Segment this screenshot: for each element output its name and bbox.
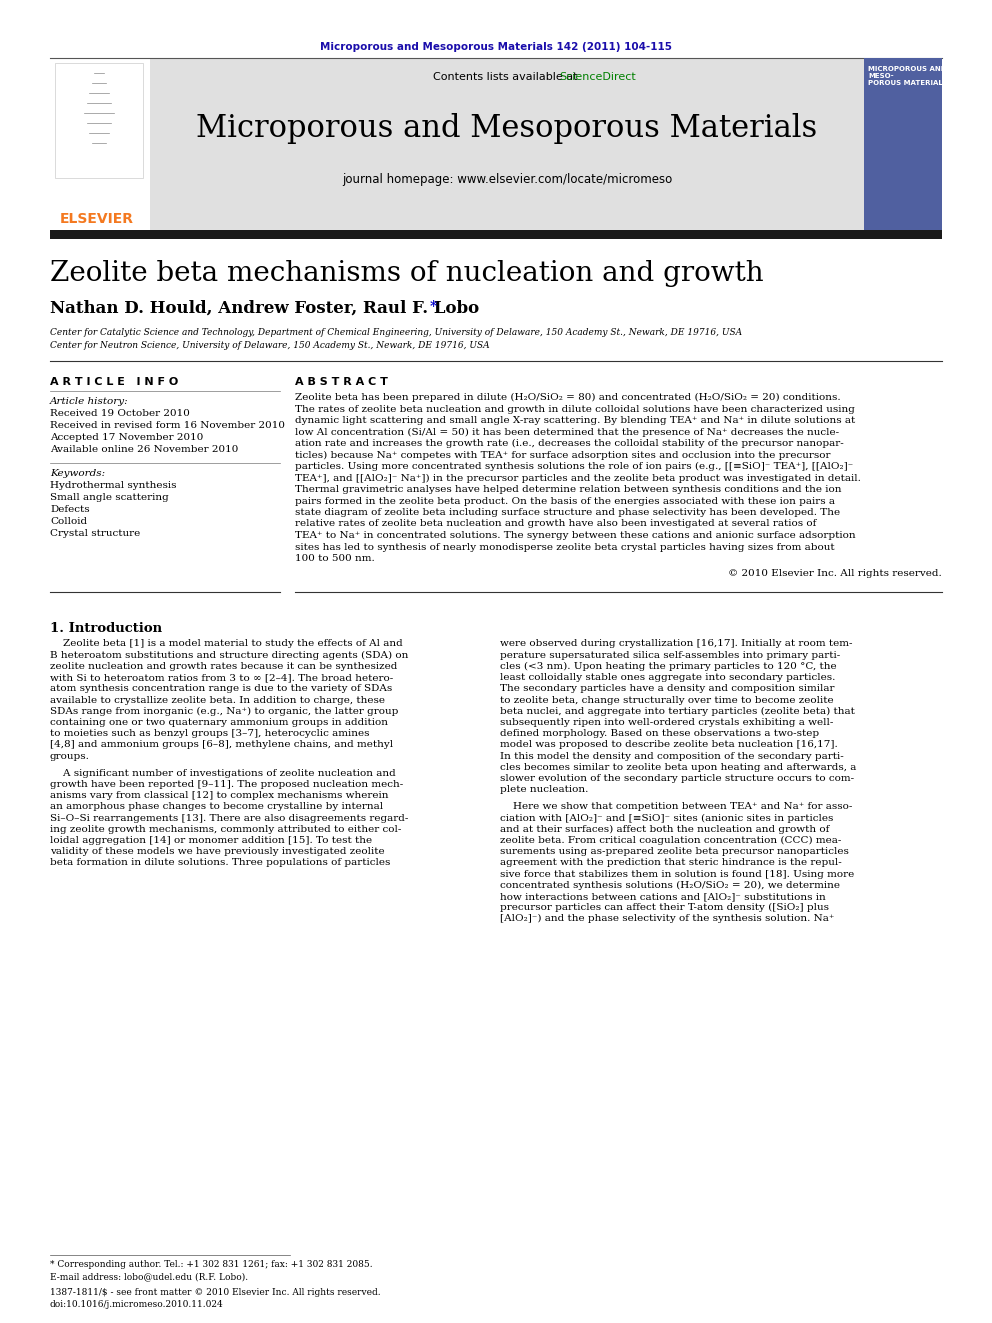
- Text: Nathan D. Hould, Andrew Foster, Raul F. Lobo: Nathan D. Hould, Andrew Foster, Raul F. …: [50, 300, 479, 318]
- Text: atom synthesis concentration range is due to the variety of SDAs: atom synthesis concentration range is du…: [50, 684, 392, 693]
- Text: [4,8] and ammonium groups [6–8], methylene chains, and methyl: [4,8] and ammonium groups [6–8], methyle…: [50, 741, 393, 749]
- Text: Defects: Defects: [50, 505, 89, 515]
- Text: The secondary particles have a density and composition similar: The secondary particles have a density a…: [500, 684, 834, 693]
- Text: A R T I C L E   I N F O: A R T I C L E I N F O: [50, 377, 179, 388]
- Text: beta formation in dilute solutions. Three populations of particles: beta formation in dilute solutions. Thre…: [50, 859, 391, 868]
- Text: containing one or two quaternary ammonium groups in addition: containing one or two quaternary ammoniu…: [50, 718, 388, 726]
- Text: © 2010 Elsevier Inc. All rights reserved.: © 2010 Elsevier Inc. All rights reserved…: [728, 569, 942, 578]
- Text: Colloid: Colloid: [50, 517, 87, 527]
- Text: Zeolite beta mechanisms of nucleation and growth: Zeolite beta mechanisms of nucleation an…: [50, 261, 764, 287]
- Text: ing zeolite growth mechanisms, commonly attributed to either col-: ing zeolite growth mechanisms, commonly …: [50, 824, 402, 833]
- Text: * Corresponding author. Tel.: +1 302 831 1261; fax: +1 302 831 2085.: * Corresponding author. Tel.: +1 302 831…: [50, 1259, 373, 1269]
- Text: Microporous and Mesoporous Materials: Microporous and Mesoporous Materials: [196, 112, 817, 144]
- Text: slower evolution of the secondary particle structure occurs to com-: slower evolution of the secondary partic…: [500, 774, 854, 783]
- Text: beta nuclei, and aggregate into tertiary particles (zeolite beta) that: beta nuclei, and aggregate into tertiary…: [500, 706, 855, 716]
- Text: Article history:: Article history:: [50, 397, 129, 406]
- Text: Si–O–Si rearrangements [13]. There are also disagreements regard-: Si–O–Si rearrangements [13]. There are a…: [50, 814, 409, 823]
- Text: zeolite nucleation and growth rates because it can be synthesized: zeolite nucleation and growth rates beca…: [50, 662, 398, 671]
- Text: Crystal structure: Crystal structure: [50, 529, 140, 538]
- Text: Hydrothermal synthesis: Hydrothermal synthesis: [50, 482, 177, 490]
- Text: MICROPOROUS AND
MESO-
POROUS MATERIALS: MICROPOROUS AND MESO- POROUS MATERIALS: [868, 66, 947, 86]
- Text: model was proposed to describe zeolite beta nucleation [16,17].: model was proposed to describe zeolite b…: [500, 741, 838, 749]
- Text: relative rates of zeolite beta nucleation and growth have also been investigated: relative rates of zeolite beta nucleatio…: [295, 520, 816, 528]
- Text: Available online 26 November 2010: Available online 26 November 2010: [50, 445, 238, 454]
- Text: Received in revised form 16 November 2010: Received in revised form 16 November 201…: [50, 421, 285, 430]
- Text: Zeolite beta [1] is a model material to study the effects of Al and: Zeolite beta [1] is a model material to …: [50, 639, 403, 648]
- Text: In this model the density and composition of the secondary parti-: In this model the density and compositio…: [500, 751, 844, 761]
- Bar: [864, 58, 942, 230]
- Text: B heteroatom substitutions and structure directing agents (SDA) on: B heteroatom substitutions and structure…: [50, 651, 409, 660]
- Text: Keywords:: Keywords:: [50, 468, 105, 478]
- Text: cles (<3 nm). Upon heating the primary particles to 120 °C, the: cles (<3 nm). Upon heating the primary p…: [500, 662, 836, 671]
- Text: doi:10.1016/j.micromeso.2010.11.024: doi:10.1016/j.micromeso.2010.11.024: [50, 1301, 224, 1308]
- Text: Small angle scattering: Small angle scattering: [50, 493, 169, 501]
- Text: least colloidally stable ones aggregate into secondary particles.: least colloidally stable ones aggregate …: [500, 673, 835, 683]
- Text: subsequently ripen into well-ordered crystals exhibiting a well-: subsequently ripen into well-ordered cry…: [500, 718, 833, 726]
- Text: Center for Neutron Science, University of Delaware, 150 Academy St., Newark, DE : Center for Neutron Science, University o…: [50, 341, 490, 351]
- Text: dynamic light scattering and small angle X-ray scattering. By blending TEA⁺ and : dynamic light scattering and small angle…: [295, 415, 855, 425]
- Text: anisms vary from classical [12] to complex mechanisms wherein: anisms vary from classical [12] to compl…: [50, 791, 389, 800]
- Text: ELSEVIER: ELSEVIER: [60, 212, 134, 226]
- Text: ticles) because Na⁺ competes with TEA⁺ for surface adsorption sites and occlusio: ticles) because Na⁺ competes with TEA⁺ f…: [295, 451, 830, 459]
- Text: plete nucleation.: plete nucleation.: [500, 785, 588, 794]
- Text: perature supersaturated silica self-assembles into primary parti-: perature supersaturated silica self-asse…: [500, 651, 840, 660]
- Text: SDAs range from inorganic (e.g., Na⁺) to organic, the latter group: SDAs range from inorganic (e.g., Na⁺) to…: [50, 706, 399, 716]
- Text: and at their surfaces) affect both the nucleation and growth of: and at their surfaces) affect both the n…: [500, 824, 829, 833]
- Text: sites has led to synthesis of nearly monodisperse zeolite beta crystal particles: sites has led to synthesis of nearly mon…: [295, 542, 834, 552]
- Text: Thermal gravimetric analyses have helped determine relation between synthesis co: Thermal gravimetric analyses have helped…: [295, 486, 841, 493]
- Text: A significant number of investigations of zeolite nucleation and: A significant number of investigations o…: [50, 769, 396, 778]
- Text: Zeolite beta has been prepared in dilute (H₂O/SiO₂ = 80) and concentrated (H₂O/S: Zeolite beta has been prepared in dilute…: [295, 393, 840, 402]
- Text: TEA⁺ to Na⁺ in concentrated solutions. The synergy between these cations and ani: TEA⁺ to Na⁺ in concentrated solutions. T…: [295, 531, 856, 540]
- Bar: [50, 230, 942, 239]
- Text: particles. Using more concentrated synthesis solutions the role of ion pairs (e.: particles. Using more concentrated synth…: [295, 462, 853, 471]
- Text: *: *: [430, 300, 437, 314]
- Text: to zeolite beta, change structurally over time to become zeolite: to zeolite beta, change structurally ove…: [500, 696, 833, 705]
- Text: Contents lists available at: Contents lists available at: [433, 71, 581, 82]
- Text: E-mail address: lobo@udel.edu (R.F. Lobo).: E-mail address: lobo@udel.edu (R.F. Lobo…: [50, 1271, 248, 1281]
- Text: ScienceDirect: ScienceDirect: [559, 71, 636, 82]
- Text: pairs formed in the zeolite beta product. On the basis of the energies associate: pairs formed in the zeolite beta product…: [295, 496, 835, 505]
- Text: state diagram of zeolite beta including surface structure and phase selectivity : state diagram of zeolite beta including …: [295, 508, 840, 517]
- Text: 1. Introduction: 1. Introduction: [50, 622, 162, 635]
- Text: Microporous and Mesoporous Materials 142 (2011) 104-115: Microporous and Mesoporous Materials 142…: [320, 42, 672, 52]
- Text: Center for Catalytic Science and Technology, Department of Chemical Engineering,: Center for Catalytic Science and Technol…: [50, 328, 742, 337]
- Text: to moieties such as benzyl groups [3–7], heterocyclic amines: to moieties such as benzyl groups [3–7],…: [50, 729, 369, 738]
- Text: zeolite beta. From critical coagulation concentration (CCC) mea-: zeolite beta. From critical coagulation …: [500, 836, 841, 845]
- Text: [AlO₂]⁻) and the phase selectivity of the synthesis solution. Na⁺: [AlO₂]⁻) and the phase selectivity of th…: [500, 914, 834, 923]
- Bar: [50, 58, 150, 230]
- Text: validity of these models we have previously investigated zeolite: validity of these models we have previou…: [50, 847, 385, 856]
- Text: groups.: groups.: [50, 751, 90, 761]
- Text: growth have been reported [9–11]. The proposed nucleation mech-: growth have been reported [9–11]. The pr…: [50, 779, 404, 789]
- Text: an amorphous phase changes to become crystalline by internal: an amorphous phase changes to become cry…: [50, 802, 383, 811]
- Text: sive force that stabilizes them in solution is found [18]. Using more: sive force that stabilizes them in solut…: [500, 869, 854, 878]
- Text: were observed during crystallization [16,17]. Initially at room tem-: were observed during crystallization [16…: [500, 639, 852, 648]
- Text: 1387-1811/$ - see front matter © 2010 Elsevier Inc. All rights reserved.: 1387-1811/$ - see front matter © 2010 El…: [50, 1289, 381, 1297]
- Bar: [150, 58, 864, 230]
- Text: loidal aggregation [14] or monomer addition [15]. To test the: loidal aggregation [14] or monomer addit…: [50, 836, 372, 845]
- Text: concentrated synthesis solutions (H₂O/SiO₂ = 20), we determine: concentrated synthesis solutions (H₂O/Si…: [500, 881, 840, 890]
- Text: TEA⁺], and [[AlO₂]⁻ Na⁺]) in the precursor particles and the zeolite beta produc: TEA⁺], and [[AlO₂]⁻ Na⁺]) in the precurs…: [295, 474, 861, 483]
- Text: Accepted 17 November 2010: Accepted 17 November 2010: [50, 433, 203, 442]
- Text: precursor particles can affect their T-atom density ([SiO₂] plus: precursor particles can affect their T-a…: [500, 904, 829, 913]
- Text: ation rate and increases the growth rate (i.e., decreases the colloidal stabilit: ation rate and increases the growth rate…: [295, 439, 844, 448]
- Text: with Si to heteroatom ratios from 3 to ∞ [2–4]. The broad hetero-: with Si to heteroatom ratios from 3 to ∞…: [50, 673, 393, 683]
- Text: cles becomes similar to zeolite beta upon heating and afterwards, a: cles becomes similar to zeolite beta upo…: [500, 762, 856, 771]
- Text: journal homepage: www.elsevier.com/locate/micromeso: journal homepage: www.elsevier.com/locat…: [342, 173, 673, 187]
- Text: defined morphology. Based on these observations a two-step: defined morphology. Based on these obser…: [500, 729, 819, 738]
- Bar: [55, 64, 143, 179]
- Text: agreement with the prediction that steric hindrance is the repul-: agreement with the prediction that steri…: [500, 859, 842, 868]
- Text: how interactions between cations and [AlO₂]⁻ substitutions in: how interactions between cations and [Al…: [500, 892, 825, 901]
- Text: surements using as-prepared zeolite beta precursor nanoparticles: surements using as-prepared zeolite beta…: [500, 847, 849, 856]
- Text: A B S T R A C T: A B S T R A C T: [295, 377, 388, 388]
- Text: Here we show that competition between TEA⁺ and Na⁺ for asso-: Here we show that competition between TE…: [500, 802, 852, 811]
- Text: Received 19 October 2010: Received 19 October 2010: [50, 409, 189, 418]
- Text: low Al concentration (Si/Al = 50) it has been determined that the presence of Na: low Al concentration (Si/Al = 50) it has…: [295, 427, 839, 437]
- Text: 100 to 500 nm.: 100 to 500 nm.: [295, 554, 375, 564]
- Text: available to crystallize zeolite beta. In addition to charge, these: available to crystallize zeolite beta. I…: [50, 696, 385, 705]
- Text: ciation with [AlO₂]⁻ and [≡SiO]⁻ sites (anionic sites in particles: ciation with [AlO₂]⁻ and [≡SiO]⁻ sites (…: [500, 814, 833, 823]
- Text: The rates of zeolite beta nucleation and growth in dilute colloidal solutions ha: The rates of zeolite beta nucleation and…: [295, 405, 855, 414]
